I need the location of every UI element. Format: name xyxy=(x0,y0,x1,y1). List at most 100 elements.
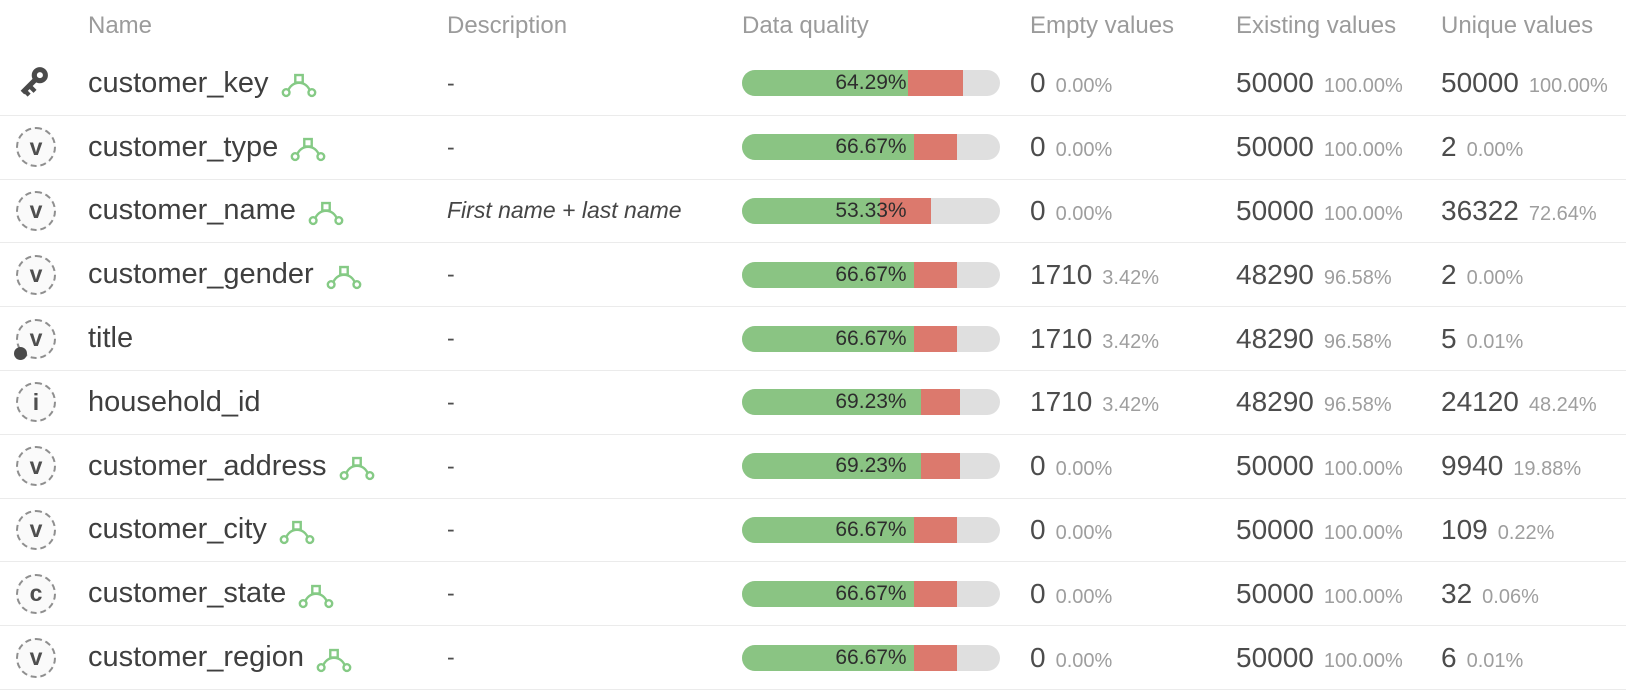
empty-percent: 0.00% xyxy=(1055,458,1113,481)
unique-percent: 0.00% xyxy=(1466,139,1524,162)
table-row[interactable]: v customer_type - 66.67% xyxy=(0,115,1626,180)
column-name-link[interactable]: customer_name xyxy=(88,194,296,227)
empty-values-cell: 0 0.00% xyxy=(1030,67,1236,99)
column-datatype-badge: v xyxy=(16,254,56,295)
column-datatype-letter: v xyxy=(29,261,43,288)
type-icon: c xyxy=(16,573,56,614)
column-datatype-letter: v xyxy=(29,644,43,671)
relation-icon xyxy=(281,74,316,98)
table-row[interactable]: v customer_address - 69.23% xyxy=(0,434,1626,499)
table-row[interactable]: v customer_region - 66.67% xyxy=(0,626,1626,690)
table-row[interactable]: v title - 66.67% 1710 3.42% 48290 96.58% xyxy=(0,307,1626,371)
column-name-cell: customer_state xyxy=(88,577,447,610)
empty-percent: 0.00% xyxy=(1055,649,1113,672)
unique-percent: 0.06% xyxy=(1482,585,1539,608)
column-name-link[interactable]: title xyxy=(88,322,134,355)
empty-count: 1710 xyxy=(1030,386,1093,418)
header-name: Name xyxy=(88,12,153,39)
column-datatype-letter: i xyxy=(32,388,40,415)
unique-values-cell: 5 0.01% xyxy=(1441,323,1626,355)
quality-fail-segment xyxy=(914,261,957,288)
column-name-cell: customer_key xyxy=(88,67,447,100)
column-datatype-badge: v xyxy=(16,190,56,231)
empty-count: 0 xyxy=(1030,513,1046,545)
table-row[interactable]: c customer_state - 66.67% xyxy=(0,562,1626,627)
column-name-cell: customer_address xyxy=(88,450,447,483)
type-icon xyxy=(16,63,52,99)
quality-pass-segment xyxy=(742,644,914,671)
relation-icon xyxy=(279,520,315,545)
empty-values-cell: 1710 3.42% xyxy=(1030,259,1236,291)
column-description: - xyxy=(447,580,455,607)
existing-percent: 100.00% xyxy=(1323,585,1403,608)
existing-values-cell: 50000 100.00% xyxy=(1236,642,1441,674)
unique-values-cell: 109 0.22% xyxy=(1441,514,1626,546)
column-description: - xyxy=(447,133,455,160)
data-quality-percent: 66.67% xyxy=(835,326,907,350)
relation-icon xyxy=(308,201,344,226)
column-name-link[interactable]: customer_key xyxy=(88,66,269,99)
unique-count: 6 xyxy=(1441,641,1457,673)
table-body: customer_key - 64.29% 0 0.00% 5 0 xyxy=(0,52,1626,690)
unique-count: 24120 xyxy=(1441,386,1519,418)
existing-percent: 100.00% xyxy=(1323,75,1403,98)
column-name-cell: household_id xyxy=(88,386,447,419)
column-name-cell: customer_region xyxy=(88,641,447,674)
empty-percent: 3.42% xyxy=(1102,330,1160,353)
quality-pass-segment xyxy=(742,197,880,224)
type-icon: v xyxy=(16,637,56,678)
data-quality-percent: 69.23% xyxy=(835,454,907,478)
table-row[interactable]: v customer_gender - 66.67% xyxy=(0,243,1626,308)
unique-percent: 0.22% xyxy=(1497,521,1555,544)
existing-percent: 100.00% xyxy=(1323,649,1403,672)
existing-values-cell: 50000 100.00% xyxy=(1236,67,1441,99)
table-row[interactable]: v customer_name First name + last name xyxy=(0,179,1626,244)
data-quality-percent: 66.67% xyxy=(835,262,907,286)
column-name-link[interactable]: customer_gender xyxy=(88,258,314,291)
data-quality-cell: 64.29% xyxy=(742,70,1030,97)
column-datatype-badge: i xyxy=(16,382,56,423)
unique-values-cell: 50000 100.00% xyxy=(1441,67,1626,99)
data-quality-percent: 53.33% xyxy=(835,198,907,222)
data-quality-bar: 66.67% xyxy=(742,580,1000,607)
unique-count: 36322 xyxy=(1441,194,1519,226)
table-row[interactable]: customer_key - 64.29% 0 0.00% 50 xyxy=(0,52,1626,116)
data-quality-bar: 64.29% xyxy=(742,70,1000,97)
quality-pass-segment xyxy=(742,261,914,288)
type-icon: v xyxy=(16,254,56,295)
relation-icon xyxy=(290,138,326,162)
quality-fail-segment xyxy=(920,389,961,416)
quality-pass-segment xyxy=(742,389,921,416)
column-name-link[interactable]: customer_region xyxy=(88,641,304,674)
empty-percent: 0.00% xyxy=(1055,202,1113,225)
empty-count: 0 xyxy=(1030,67,1046,99)
column-name-link[interactable]: customer_city xyxy=(88,513,267,546)
table-row[interactable]: i household_id - 69.23% 1710 3.42% 48290… xyxy=(0,370,1626,435)
data-quality-percent: 64.29% xyxy=(835,71,907,95)
column-description: - xyxy=(447,452,455,479)
column-name-link[interactable]: customer_address xyxy=(88,449,327,482)
existing-values-cell: 50000 100.00% xyxy=(1236,195,1441,227)
type-icon: i xyxy=(16,382,56,423)
data-quality-cell: 66.67% xyxy=(742,580,1030,607)
data-quality-cell: 66.67% xyxy=(742,644,1030,671)
column-name-link[interactable]: household_id xyxy=(88,385,261,418)
unique-percent: 19.88% xyxy=(1513,458,1582,481)
empty-values-cell: 0 0.00% xyxy=(1030,195,1236,227)
existing-values-cell: 50000 100.00% xyxy=(1236,514,1441,546)
table-row[interactable]: v customer_city - 66.67% xyxy=(0,498,1626,563)
quality-fail-segment xyxy=(914,325,957,352)
column-name-cell: customer_gender xyxy=(88,258,447,291)
header-unique-values: Unique values xyxy=(1441,12,1594,39)
column-type-cell: v xyxy=(0,190,88,231)
existing-values-cell: 50000 100.00% xyxy=(1236,450,1441,482)
data-quality-cell: 66.67% xyxy=(742,261,1030,288)
existing-count: 48290 xyxy=(1236,322,1314,354)
existing-count: 50000 xyxy=(1236,577,1314,609)
column-type-cell: v xyxy=(0,127,88,168)
data-quality-bar: 66.67% xyxy=(742,325,1000,352)
column-name-link[interactable]: customer_state xyxy=(88,577,287,610)
existing-count: 48290 xyxy=(1236,386,1314,418)
unique-percent: 0.01% xyxy=(1466,649,1524,672)
column-name-link[interactable]: customer_type xyxy=(88,130,279,163)
